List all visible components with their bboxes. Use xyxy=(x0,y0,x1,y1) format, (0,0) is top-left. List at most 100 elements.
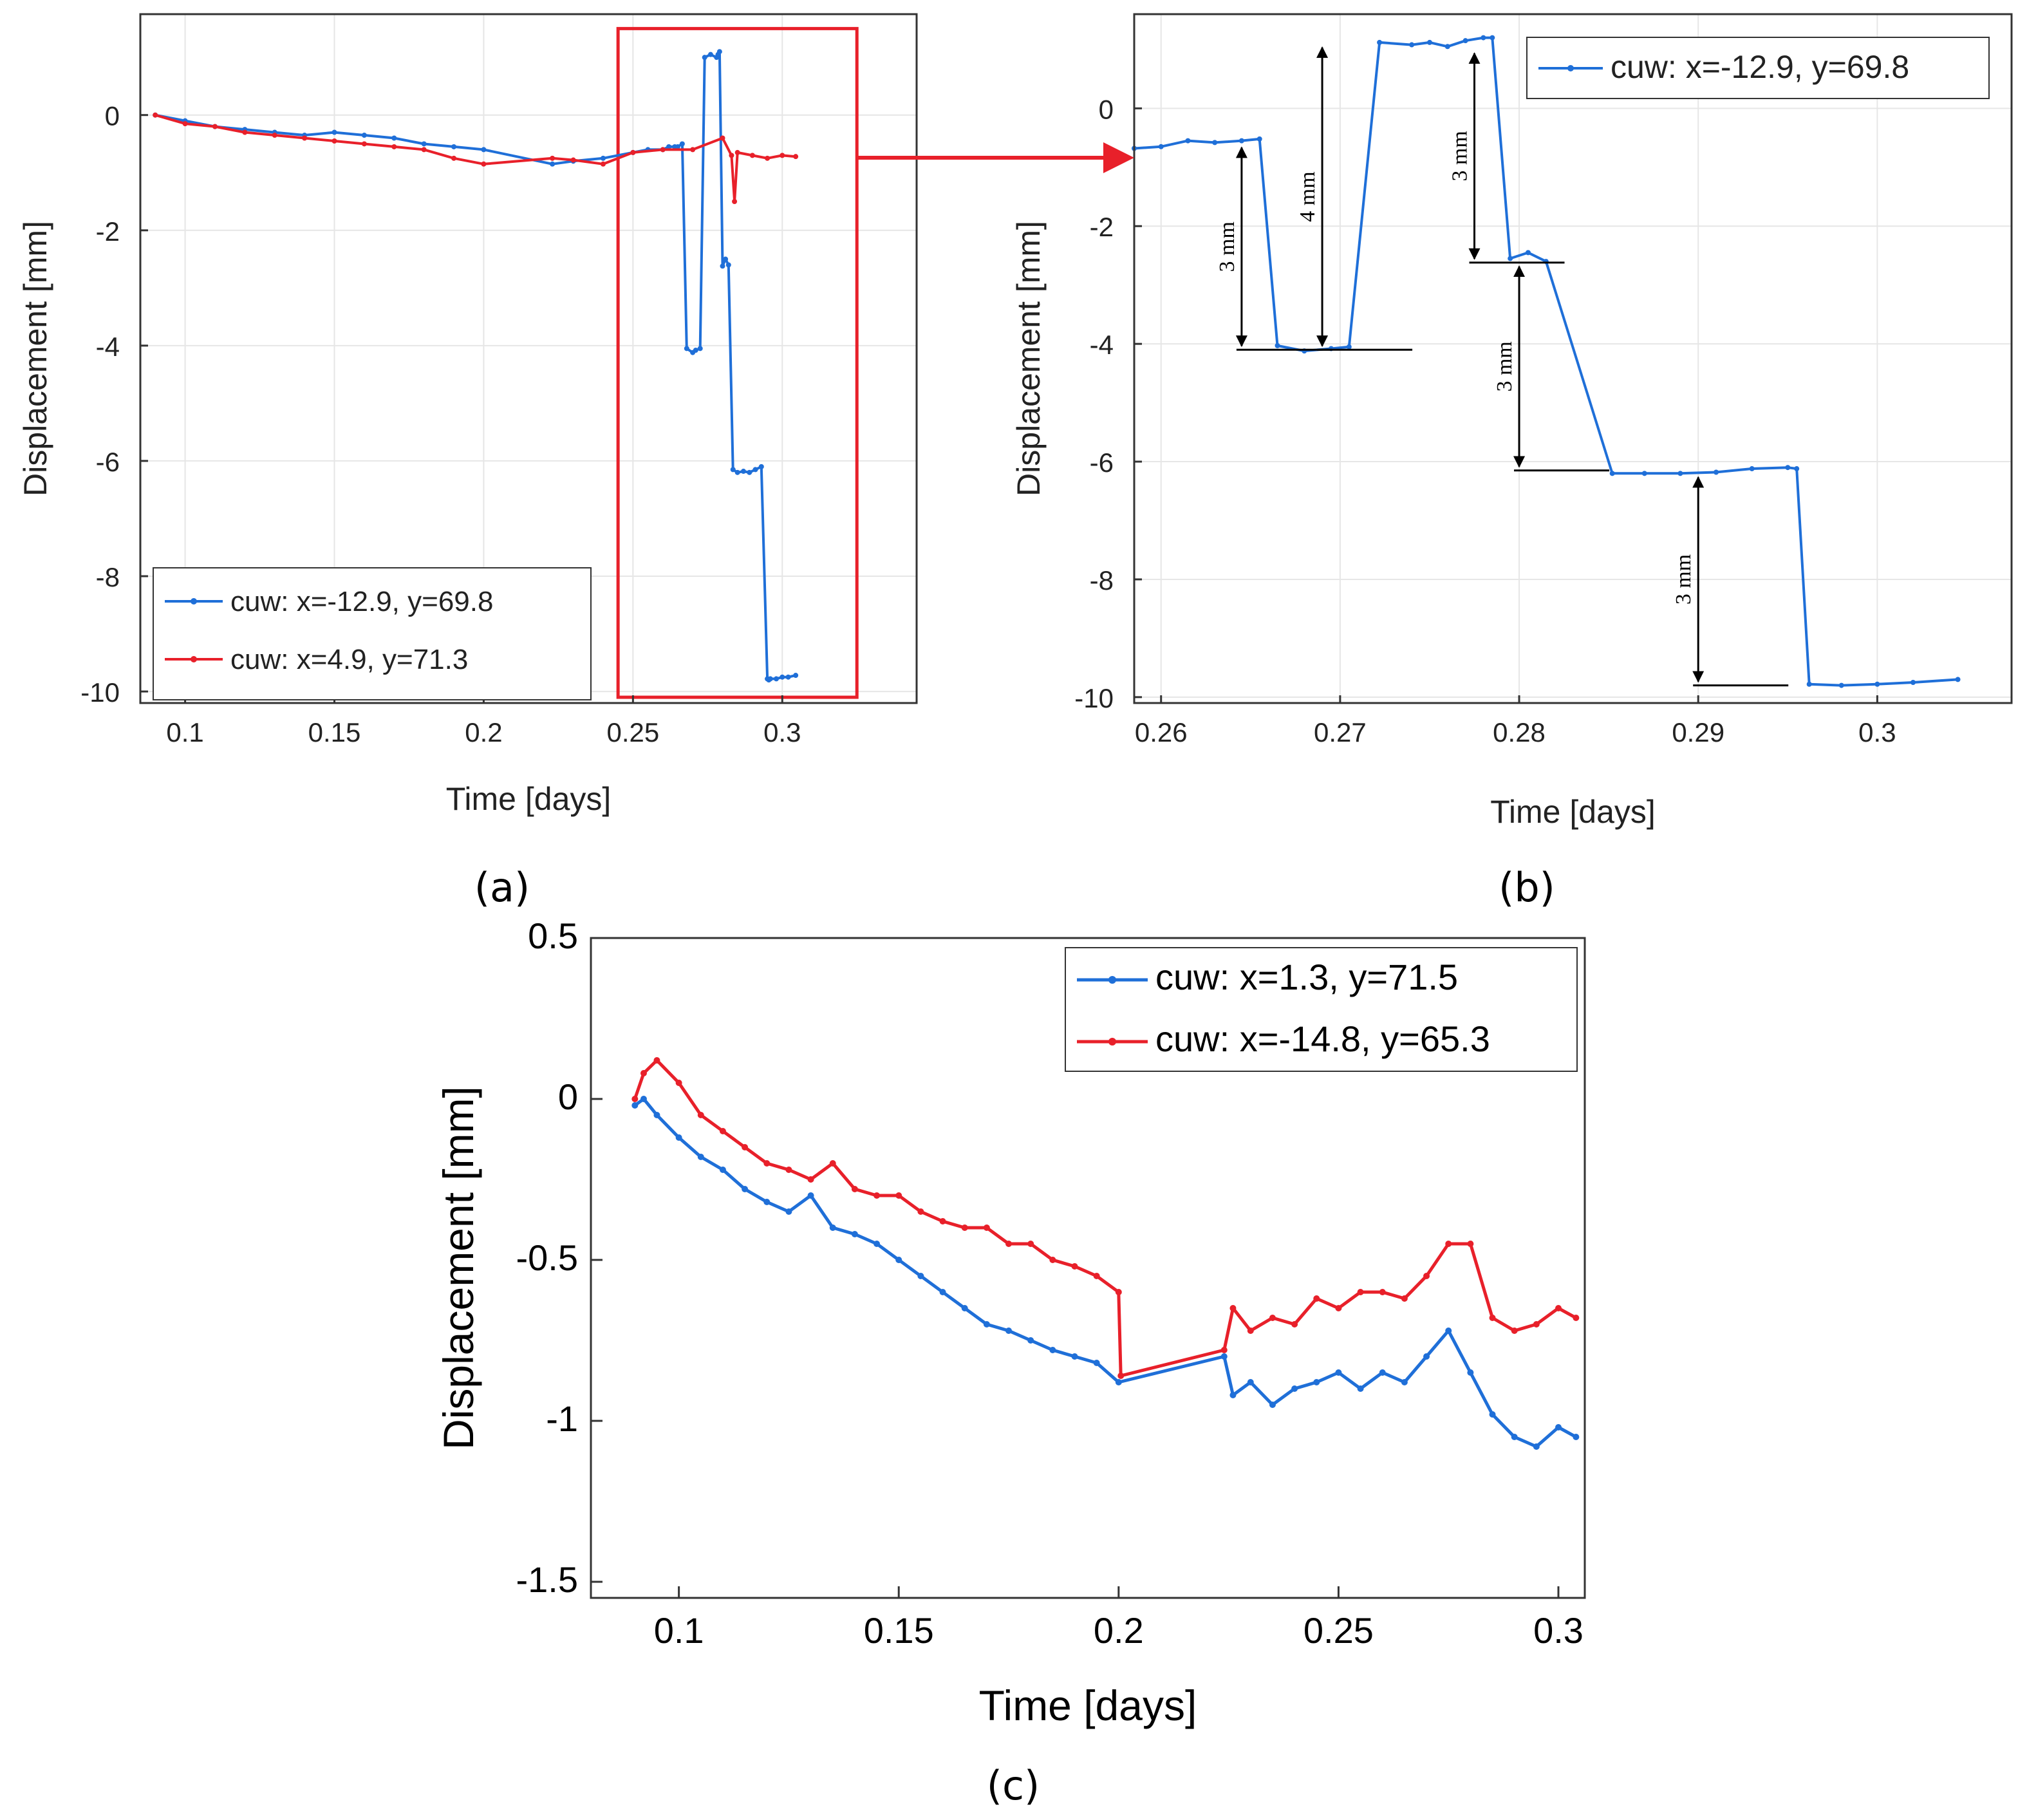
data-point xyxy=(684,346,689,352)
data-point xyxy=(272,133,277,138)
y-tick-label: -2 xyxy=(1090,212,1114,242)
annotation-label: 3 mm xyxy=(1215,221,1239,272)
x-axis-title: Time [days] xyxy=(1490,794,1656,830)
data-point xyxy=(780,153,785,158)
data-point xyxy=(1489,1315,1496,1321)
data-point xyxy=(697,1112,704,1118)
data-point xyxy=(961,1224,968,1231)
legend-label-2: cuw: x=-14.8, y=65.3 xyxy=(1155,1018,1490,1059)
annotation-label: 3 mm xyxy=(1493,341,1517,391)
data-point xyxy=(1093,1273,1100,1279)
data-point xyxy=(793,154,799,160)
data-point xyxy=(1313,1295,1320,1302)
data-point xyxy=(332,138,337,144)
data-point xyxy=(653,1057,660,1064)
y-axis-title: Displacement [mm] xyxy=(17,221,53,496)
data-point xyxy=(707,52,713,57)
plot-area xyxy=(1134,14,2012,703)
data-point xyxy=(1005,1327,1013,1334)
data-point xyxy=(1794,466,1800,472)
data-point xyxy=(1641,471,1647,476)
data-point xyxy=(1677,471,1683,476)
y-tick-label: -1 xyxy=(546,1398,578,1439)
y-tick-label: 0 xyxy=(558,1076,578,1117)
data-point xyxy=(1481,35,1486,41)
x-tick-label: 0.15 xyxy=(864,1610,934,1651)
data-point xyxy=(1806,681,1812,687)
y-tick-label: -10 xyxy=(1074,683,1114,713)
data-point xyxy=(1220,1353,1228,1360)
data-point xyxy=(1346,344,1352,350)
y-tick-label: -6 xyxy=(96,447,120,477)
legend-marker-2 xyxy=(191,656,197,662)
x-tick-label: 0.29 xyxy=(1672,717,1724,747)
data-point xyxy=(983,1224,990,1231)
data-point xyxy=(983,1321,990,1327)
legend-marker-1 xyxy=(1108,976,1116,984)
data-point xyxy=(1357,1289,1364,1295)
data-point xyxy=(1749,466,1755,472)
data-point xyxy=(1573,1434,1580,1440)
data-point xyxy=(1185,138,1191,144)
data-point xyxy=(690,147,696,153)
chart-a: 0.1 0.15 0.2 0.25 0.3 0 -2 -4 -6 -8 -10 Time [days]… xyxy=(17,13,918,817)
legend-marker-2 xyxy=(1108,1038,1116,1046)
data-point xyxy=(807,1176,814,1183)
data-point xyxy=(1874,681,1880,687)
data-point xyxy=(874,1192,881,1199)
data-point xyxy=(1335,1369,1342,1376)
x-tick-label: 0.25 xyxy=(606,717,659,747)
legend-label-2: cuw: x=4.9, y=71.3 xyxy=(230,644,468,675)
data-point xyxy=(851,1231,858,1237)
y-tick-label: -2 xyxy=(96,216,120,247)
data-point xyxy=(719,1128,726,1134)
data-point xyxy=(1071,1263,1078,1270)
y-tick-label: -4 xyxy=(1090,330,1114,360)
y-tick-label: -8 xyxy=(96,562,120,592)
legend-box xyxy=(1526,37,1990,99)
data-point xyxy=(666,144,672,149)
legend-box xyxy=(1065,947,1578,1072)
legend-marker-1 xyxy=(1567,65,1574,71)
data-point xyxy=(1955,677,1961,682)
data-point xyxy=(1838,682,1844,688)
data-point xyxy=(1511,1434,1518,1440)
chart-c: 0.1 0.15 0.2 0.25 0.3 0.5 0 -0.5 -1 -1.5 Time [day… xyxy=(434,915,1586,1729)
data-point xyxy=(1313,1379,1320,1385)
data-point xyxy=(1049,1257,1056,1263)
data-point xyxy=(851,1186,858,1192)
data-point xyxy=(765,155,771,161)
x-tick-label: 0.27 xyxy=(1314,717,1367,747)
axes-frame xyxy=(1133,13,2013,704)
x-axis-title: Time [days] xyxy=(979,1682,1197,1729)
data-point xyxy=(1117,1373,1125,1379)
data-point xyxy=(773,676,779,682)
data-point xyxy=(451,155,457,161)
data-point xyxy=(895,1192,902,1199)
data-point xyxy=(1049,1347,1056,1353)
zoom-arrow-head xyxy=(1103,142,1134,173)
y-tick-label: 0 xyxy=(105,101,120,131)
data-point xyxy=(742,1186,749,1192)
data-point xyxy=(1533,1443,1540,1450)
axes-frame xyxy=(590,937,1586,1599)
data-point xyxy=(391,144,397,149)
data-point xyxy=(679,141,685,147)
panel-label-a: (a) xyxy=(474,864,530,911)
data-point xyxy=(1445,1327,1452,1334)
panel-label-c: (c) xyxy=(987,1762,1040,1809)
panel-label-b: (b) xyxy=(1499,864,1555,911)
data-point xyxy=(600,161,606,167)
data-point xyxy=(1555,1424,1562,1431)
y-tick-label: -4 xyxy=(96,332,120,362)
data-point xyxy=(1467,1241,1474,1247)
data-point xyxy=(1555,1305,1562,1311)
data-point xyxy=(720,135,725,141)
data-point xyxy=(391,135,397,141)
data-point xyxy=(182,121,188,127)
data-point xyxy=(332,129,337,135)
data-point xyxy=(1401,1295,1408,1302)
y-axis-title: Displacement [mm] xyxy=(1011,221,1047,496)
data-point xyxy=(631,1102,639,1109)
data-point xyxy=(785,1167,792,1173)
